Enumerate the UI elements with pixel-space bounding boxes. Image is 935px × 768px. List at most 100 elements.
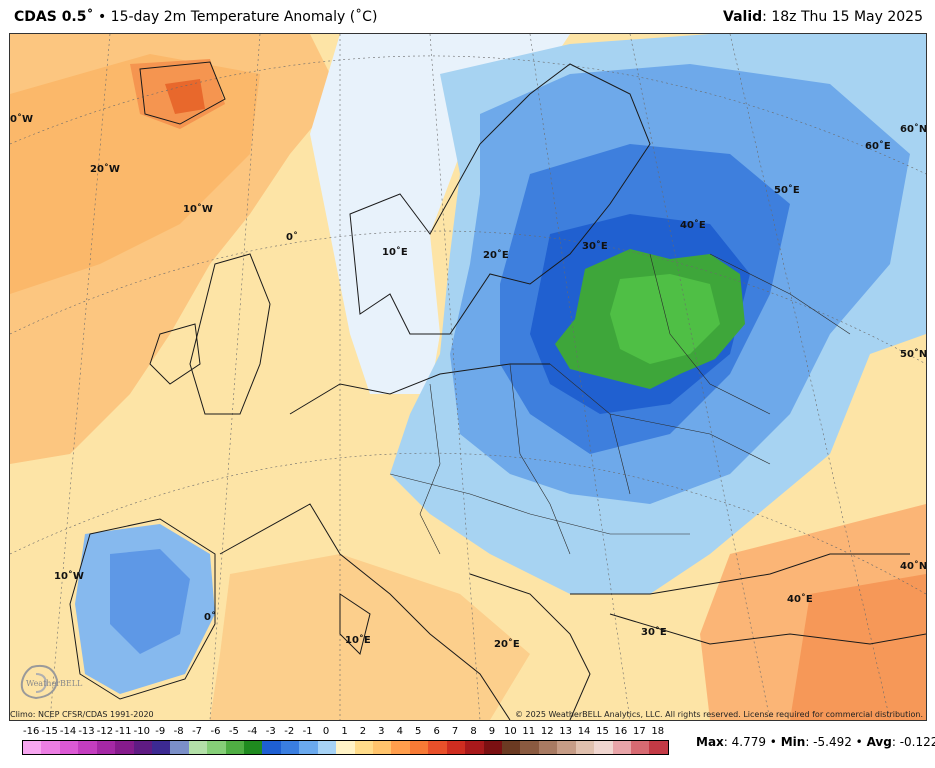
colorbar-swatch	[483, 741, 502, 754]
colorbar-swatch	[594, 741, 613, 754]
avg-value: : -0.122	[891, 735, 935, 749]
colorbar-tick-label: 7	[451, 726, 459, 737]
map-title: CDAS 0.5˚ • 15-day 2m Temperature Anomal…	[14, 9, 377, 25]
valid-label: Valid	[723, 9, 763, 25]
colorbar-swatch	[538, 741, 558, 754]
colorbar-swatch	[630, 741, 650, 754]
colorbar-tick-label: -13	[78, 726, 95, 737]
colorbar-tick-label: 2	[359, 726, 367, 737]
colorbar-tick-label: 5	[415, 726, 422, 737]
longitude-label: 0˚	[286, 232, 298, 243]
colorbar-swatch	[557, 741, 576, 754]
colorbar-swatch	[612, 741, 631, 754]
header: CDAS 0.5˚ • 15-day 2m Temperature Anomal…	[0, 0, 935, 32]
colorbar-tick-label: -2	[284, 726, 295, 737]
colorbar-swatch	[336, 741, 355, 754]
longitude-label: 50˚E	[774, 185, 800, 196]
longitude-label: 0˚	[204, 612, 216, 623]
svg-text:WeatherBELL: WeatherBELL	[26, 679, 83, 688]
colorbar-swatch	[170, 741, 189, 754]
colorbar-swatch	[41, 741, 60, 754]
colorbar-labels: -16 -15 -14 -13 -12 -11 -10 -9 -8 -7 -6 -5 -4 -3 -2 -1 0…	[22, 726, 667, 738]
colorbar-tick-label: 6	[433, 726, 440, 737]
map-canvas	[10, 34, 926, 720]
colorbar-tick-label: -4	[247, 726, 258, 737]
colorbar-tick-label: 9	[488, 726, 496, 737]
product-name: • 15-day 2m Temperature Anomaly (˚C)	[93, 9, 378, 25]
colorbar-swatches	[22, 740, 669, 755]
colorbar-tick-label: 17	[632, 726, 646, 737]
colorbar-tick-label: -16	[23, 726, 40, 737]
longitude-label: 10˚E	[345, 635, 371, 646]
colorbar-tick-label: 16	[614, 726, 628, 737]
colorbar-swatch	[96, 741, 116, 754]
colorbar-tick-label: -9	[155, 726, 166, 737]
colorbar-tick-label: -12	[96, 726, 114, 737]
colorbar-swatch	[280, 741, 300, 754]
colorbar-swatch	[649, 741, 668, 754]
colorbar-tick-label: -1	[302, 726, 313, 737]
colorbar-tick-label: 12	[540, 726, 554, 737]
longitude-label: 20˚E	[494, 639, 520, 650]
colorbar-swatch	[133, 741, 152, 754]
copyright-note: © 2025 WeatherBELL Analytics, LLC. All r…	[515, 710, 923, 719]
avg-label: Avg	[866, 735, 892, 749]
longitude-label: 10˚W	[54, 571, 84, 582]
longitude-label: 10˚W	[183, 204, 213, 215]
colorbar-swatch	[59, 741, 79, 754]
colorbar-swatch	[428, 741, 447, 754]
colorbar-swatch	[299, 741, 318, 754]
colorbar-tick-label: 0	[322, 726, 330, 737]
colorbar-tick-label: 11	[522, 726, 536, 737]
colorbar-tick-label: -7	[192, 726, 203, 737]
colorbar-swatch	[317, 741, 337, 754]
colorbar-tick-label: 13	[559, 726, 573, 737]
model-name: CDAS 0.5˚	[14, 9, 94, 25]
colorbar-swatch	[391, 741, 410, 754]
colorbar-tick-label: -10	[133, 726, 150, 737]
longitude-label: 40˚E	[787, 594, 813, 605]
colorbar-tick-label: -14	[59, 726, 77, 737]
colorbar-tick-label: 1	[341, 726, 348, 737]
weatherbell-logo: WeatherBELL	[12, 662, 92, 704]
longitude-label: 40˚E	[680, 220, 706, 231]
min-value: : -5.492 •	[805, 735, 867, 749]
longitude-label: 0˚W	[10, 114, 33, 125]
colorbar-swatch	[151, 741, 171, 754]
colorbar-swatch	[207, 741, 226, 754]
colorbar-swatch	[115, 741, 134, 754]
colorbar-tick-label: 15	[596, 726, 609, 737]
colorbar-swatch	[446, 741, 466, 754]
max-label: Max	[696, 735, 724, 749]
colorbar-swatch	[354, 741, 374, 754]
max-value: : 4.779 •	[723, 735, 781, 749]
longitude-label: 20˚W	[90, 164, 120, 175]
colorbar-swatch	[244, 741, 263, 754]
longitude-label: 30˚E	[641, 627, 667, 638]
anomaly-map[interactable]: 0˚W 20˚W 10˚W 0˚ 10˚E 20˚E 30˚E 40˚E 50˚…	[9, 33, 927, 721]
longitude-label: 20˚E	[483, 250, 509, 261]
colorbar-swatch	[78, 741, 97, 754]
colorbar-tick-label: -5	[228, 726, 239, 737]
latitude-label: 60˚N	[900, 124, 927, 135]
longitude-label: 30˚E	[582, 241, 608, 252]
colorbar-tick-label: 8	[470, 726, 477, 737]
anomaly-stats: Max: 4.779 • Min: -5.492 • Avg: -0.122	[696, 735, 935, 749]
colorbar-swatch	[465, 741, 484, 754]
colorbar-tick-label: 14	[577, 726, 591, 737]
colorbar-swatch	[262, 741, 281, 754]
colorbar-tick-label: 4	[396, 726, 403, 737]
latitude-label: 40˚N	[900, 561, 927, 572]
colorbar: -16 -15 -14 -13 -12 -11 -10 -9 -8 -7 -6 -5 -4 -3 -2 -1 0…	[22, 726, 669, 762]
valid-time-value: : 18z Thu 15 May 2025	[762, 9, 923, 25]
colorbar-swatch	[188, 741, 208, 754]
colorbar-tick-label: 10	[503, 726, 517, 737]
colorbar-swatch	[373, 741, 392, 754]
longitude-label: 10˚E	[382, 247, 408, 258]
colorbar-tick-label: 3	[378, 726, 385, 737]
latitude-label: 50˚N	[900, 349, 927, 360]
longitude-label: 60˚E	[865, 141, 891, 152]
colorbar-tick-label: 18	[651, 726, 665, 737]
colorbar-swatch	[575, 741, 595, 754]
colorbar-tick-label: -6	[210, 726, 221, 737]
